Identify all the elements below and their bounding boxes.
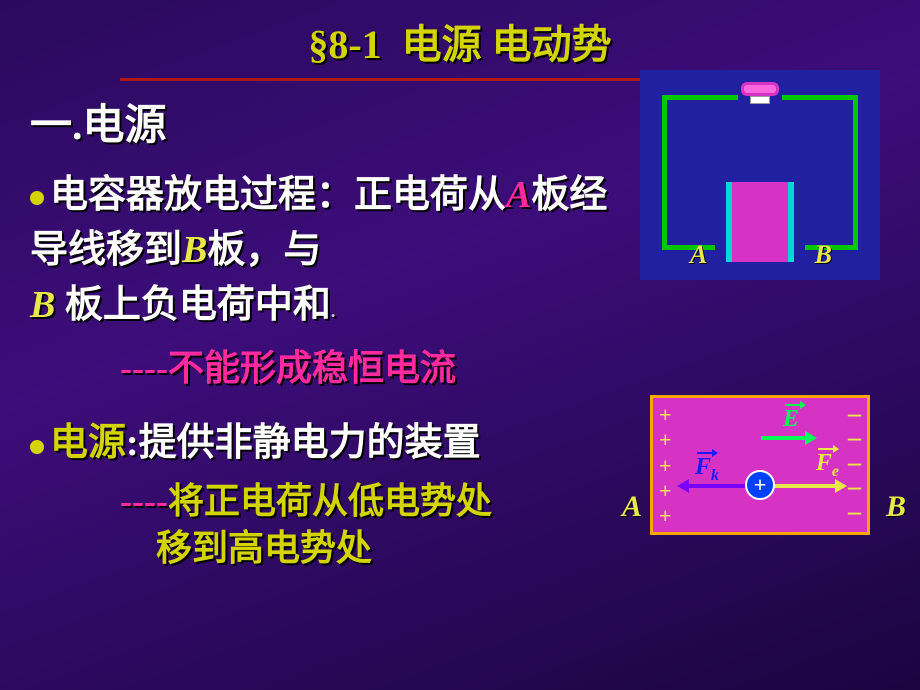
capacitor-label-b: B bbox=[815, 240, 832, 270]
p2-text: 提供非静电力的装置 bbox=[139, 422, 481, 464]
positive-charge-icon: + bbox=[745, 470, 775, 500]
fk-symbol: F bbox=[695, 454, 711, 480]
title-text: 电源 电动势 bbox=[402, 22, 612, 67]
paragraph-capacitor: 电容器放电过程：正电荷从A板经导线移到B板，与B 板上负电荷中和. bbox=[30, 168, 630, 333]
bullet-icon bbox=[30, 440, 44, 454]
sub1-text: 不能形成稳恒电流 bbox=[168, 348, 456, 388]
negative-plate: ––––– bbox=[848, 402, 861, 524]
p1-pre: 电容器放电过程：正电荷从 bbox=[50, 174, 506, 216]
bulb-icon bbox=[738, 82, 782, 108]
sub2-dash: ---- bbox=[120, 481, 168, 521]
p1-b2: B bbox=[30, 284, 55, 326]
capacitor-icon bbox=[715, 182, 805, 270]
vector-fe-label: Fe bbox=[816, 450, 839, 481]
slide-title: §8-1 电源 电动势 bbox=[0, 0, 920, 70]
bullet-icon bbox=[30, 191, 44, 205]
fe-sub: e bbox=[832, 463, 839, 480]
diagram2-label-a: A bbox=[622, 490, 642, 524]
force-diagram: +++++ ––––– + E Fk Fe bbox=[650, 395, 870, 535]
arrow-e bbox=[761, 436, 807, 440]
capacitor-label-a: A bbox=[690, 240, 707, 270]
sub2-line1: 将正电荷从低电势处 bbox=[168, 481, 492, 521]
section-symbol: §8-1 bbox=[308, 22, 381, 67]
p2-label: 电源 bbox=[50, 422, 126, 464]
p1-end: 板上负电荷中和 bbox=[55, 284, 331, 326]
p2-colon: : bbox=[126, 422, 139, 464]
fe-symbol: F bbox=[816, 450, 832, 476]
fk-sub: k bbox=[711, 467, 719, 484]
p1-b: B bbox=[182, 229, 207, 271]
sub2-line2: 移到高电势处 bbox=[156, 528, 372, 568]
positive-plate: +++++ bbox=[659, 402, 672, 528]
vector-e-label: E bbox=[783, 406, 799, 433]
diagram2-label-b: B bbox=[886, 490, 906, 524]
circuit-diagram: A B bbox=[640, 70, 880, 280]
vector-fk-label: Fk bbox=[695, 454, 719, 485]
arrow-fe bbox=[771, 484, 837, 488]
p1-a: A bbox=[506, 174, 531, 216]
e-symbol: E bbox=[783, 406, 799, 432]
subtext-1: ----不能形成稳恒电流 bbox=[120, 339, 900, 391]
sub1-dash: ---- bbox=[120, 348, 168, 388]
p1-mid2: 板，与 bbox=[207, 229, 321, 271]
